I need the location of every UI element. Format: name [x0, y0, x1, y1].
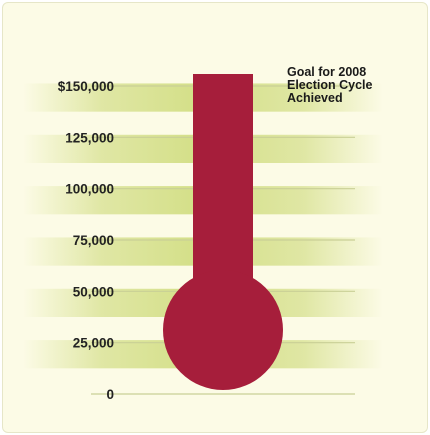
thermometer-chart: 0 25,000 50,000 75,000 100,000 125,000 $150,00… — [23, 65, 383, 402]
y-tick-label: 50,000 — [73, 284, 114, 299]
annotation-line: Goal for 2008 — [287, 65, 366, 79]
annotation-line: Achieved — [287, 91, 343, 105]
y-tick-label: 125,000 — [65, 130, 114, 145]
y-tick-label: $150,000 — [58, 79, 114, 94]
goal-annotation: Goal for 2008 Election Cycle Achieved — [287, 65, 372, 105]
thermometer — [163, 74, 283, 390]
y-tick-label: 0 — [106, 387, 114, 402]
y-tick-label: 25,000 — [73, 336, 114, 351]
y-tick-label: 100,000 — [65, 182, 114, 197]
y-axis-tick-labels: 0 25,000 50,000 75,000 100,000 125,000 $150,00… — [58, 79, 114, 402]
annotation-line: Election Cycle — [287, 78, 372, 92]
thermometer-bulb — [163, 270, 283, 390]
y-tick-label: 75,000 — [73, 233, 114, 248]
